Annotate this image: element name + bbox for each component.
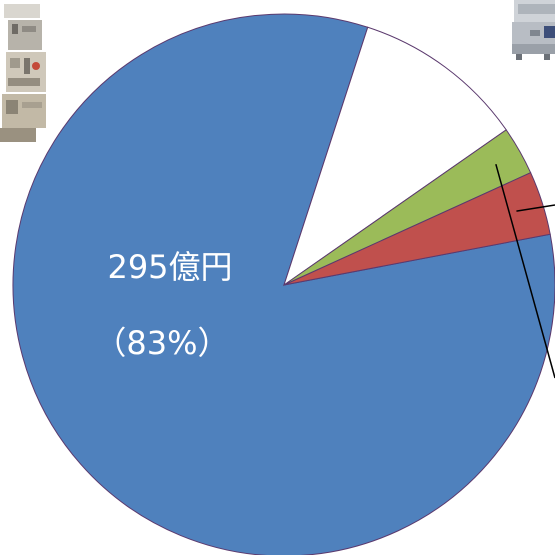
pie-slices [12, 13, 555, 555]
pie-slice-3 [283, 172, 551, 286]
leader-line-green [495, 163, 555, 379]
slice-value-label: 295億円 [107, 248, 232, 286]
leader-line-red [516, 204, 555, 212]
machine-photo-right [510, 0, 555, 62]
slice-percent-label: （83%） [94, 324, 229, 362]
pie-slice-1 [283, 26, 507, 287]
machine-photo-left [0, 0, 48, 142]
leader-lines [495, 163, 555, 379]
